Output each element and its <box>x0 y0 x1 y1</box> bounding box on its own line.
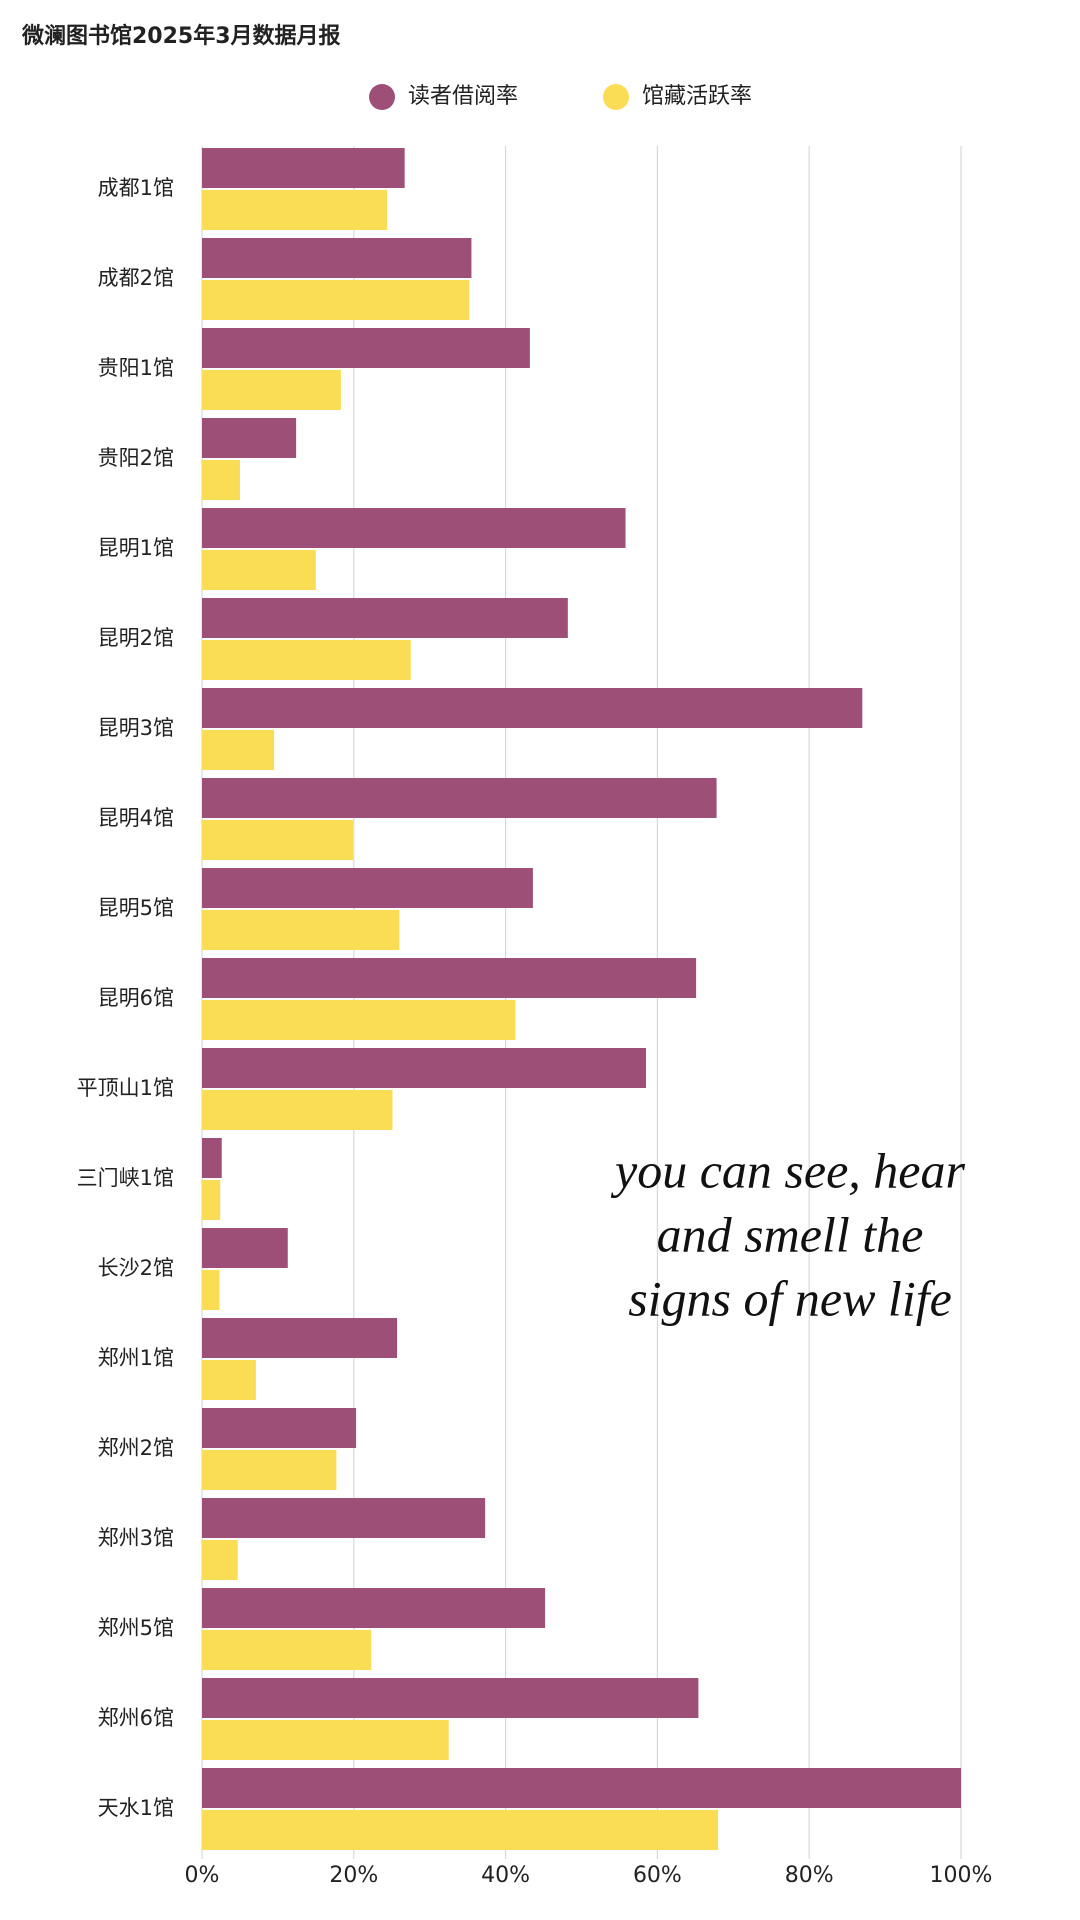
y-tick-label: 昆明1馆 <box>98 536 174 560</box>
y-tick-label: 天水1馆 <box>98 1796 174 1820</box>
bar <box>202 1810 719 1850</box>
bar <box>202 1678 699 1718</box>
bar <box>202 910 400 950</box>
bar <box>202 1090 393 1130</box>
bar <box>202 370 341 410</box>
bar <box>202 460 240 500</box>
y-tick-label: 昆明3馆 <box>98 716 174 740</box>
bar <box>202 820 354 860</box>
y-tick-label: 平顶山1馆 <box>77 1076 174 1100</box>
annotation: signs of new life <box>628 1270 952 1326</box>
bar <box>202 1720 449 1760</box>
legend-swatch <box>369 84 395 110</box>
bar <box>202 1588 546 1628</box>
legend-swatch <box>603 84 629 110</box>
bar <box>202 1630 372 1670</box>
x-tick-label: 80% <box>785 1863 834 1888</box>
bar <box>202 1180 221 1220</box>
x-tick-label: 60% <box>633 1863 682 1888</box>
bar <box>202 148 405 188</box>
bar <box>202 1228 288 1268</box>
bar <box>202 1270 220 1310</box>
y-tick-label: 昆明4馆 <box>98 806 174 830</box>
bar <box>202 418 297 458</box>
bar <box>202 778 717 818</box>
y-tick-label: 郑州5馆 <box>98 1616 174 1640</box>
bar <box>202 328 530 368</box>
y-tick-label: 郑州3馆 <box>98 1526 174 1550</box>
bar <box>202 688 863 728</box>
bar <box>202 1360 256 1400</box>
bar <box>202 1318 398 1358</box>
y-tick-label: 长沙2馆 <box>98 1256 174 1280</box>
bar <box>202 1048 647 1088</box>
bar <box>202 730 275 770</box>
y-tick-label: 成都2馆 <box>98 266 174 290</box>
bar <box>202 640 411 680</box>
bar <box>202 1450 337 1490</box>
bar <box>202 1408 357 1448</box>
y-tick-label: 三门峡1馆 <box>77 1166 174 1190</box>
x-tick-label: 0% <box>185 1863 220 1888</box>
bar <box>202 1138 222 1178</box>
x-tick-label: 40% <box>481 1863 530 1888</box>
x-tick-label: 100% <box>930 1863 993 1888</box>
annotation: you can see, hear <box>610 1142 965 1198</box>
bar <box>202 508 626 548</box>
y-tick-label: 郑州2馆 <box>98 1436 174 1460</box>
bar <box>202 1540 238 1580</box>
bar <box>202 868 533 908</box>
x-tick-label: 20% <box>329 1863 378 1888</box>
bar <box>202 1768 961 1808</box>
bar <box>202 1000 516 1040</box>
bar <box>202 190 388 230</box>
annotation: and smell the <box>657 1206 924 1262</box>
bar <box>202 238 472 278</box>
y-tick-label: 昆明2馆 <box>98 626 174 650</box>
y-tick-label: 郑州1馆 <box>98 1346 174 1370</box>
bar <box>202 958 697 998</box>
legend-label: 读者借阅率 <box>408 84 518 109</box>
y-tick-label: 昆明6馆 <box>98 986 174 1010</box>
bar <box>202 280 470 320</box>
legend-label: 馆藏活跃率 <box>642 84 752 109</box>
chart-title: 微澜图书馆2025年3月数据月报 <box>21 23 341 49</box>
y-tick-label: 郑州6馆 <box>98 1706 174 1730</box>
y-tick-label: 贵阳1馆 <box>98 356 174 380</box>
y-tick-label: 昆明5馆 <box>98 896 174 920</box>
bar <box>202 1498 486 1538</box>
bar <box>202 550 316 590</box>
y-tick-label: 贵阳2馆 <box>98 446 174 470</box>
bar <box>202 598 568 638</box>
y-tick-label: 成都1馆 <box>98 176 174 200</box>
